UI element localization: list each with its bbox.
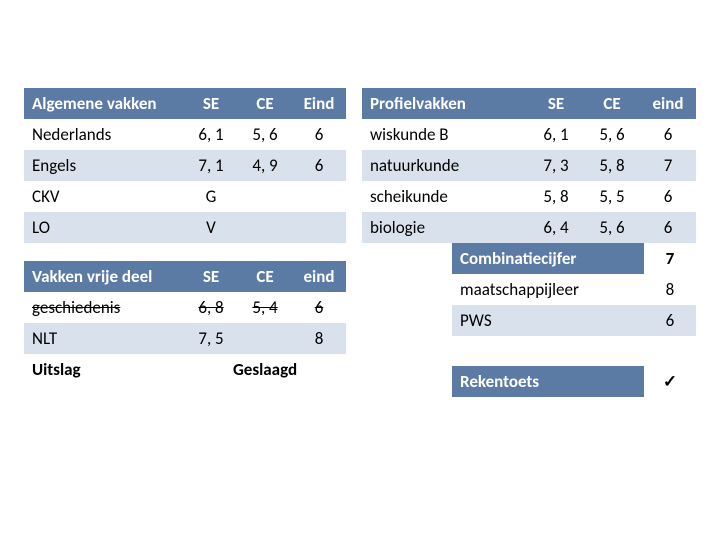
table-row: LO V <box>24 212 346 243</box>
table-header: Algemene vakken SE CE Eind <box>24 88 346 119</box>
table-row: geschiedenis 6, 8 5, 4 6 <box>24 292 346 323</box>
table-header: Profielvakken SE CE eind <box>362 88 696 119</box>
table-row: natuurkunde 7, 3 5, 8 7 <box>362 150 696 181</box>
table-row: Engels 7, 1 4, 9 6 <box>24 150 346 181</box>
vrije-deel-table: Vakken vrije deel SE CE eind geschiedeni… <box>24 261 346 385</box>
algemene-vakken-table: Algemene vakken SE CE Eind Nederlands 6,… <box>24 88 346 243</box>
table-row: biologie 6, 4 5, 6 6 <box>362 212 696 243</box>
table-row: Rekentoets ✓ <box>452 366 696 397</box>
rekentoets-value: ✓ <box>644 366 696 397</box>
profielvakken-table: Profielvakken SE CE eind wiskunde B 6, 1… <box>362 88 696 243</box>
table-row: PWS 6 <box>452 305 696 336</box>
col-subject: Algemene vakken <box>24 88 184 119</box>
rekentoets-table: Rekentoets ✓ <box>452 366 696 397</box>
col-se: SE <box>184 88 238 119</box>
table-row: Combinatiecijfer 7 <box>452 243 696 274</box>
table-row: maatschappijleer 8 <box>452 274 696 305</box>
uitslag-label: Uitslag <box>24 354 184 385</box>
col-eind: Eind <box>292 88 346 119</box>
table-row: Nederlands 6, 1 5, 6 6 <box>24 119 346 150</box>
uitslag-row: Uitslag Geslaagd <box>24 354 346 385</box>
col-ce: CE <box>238 88 292 119</box>
table-row: scheikunde 5, 8 5, 5 6 <box>362 181 696 212</box>
uitslag-value: Geslaagd <box>184 354 346 385</box>
rekentoets-label: Rekentoets <box>452 366 644 397</box>
table-row: CKV G <box>24 181 346 212</box>
combinatiecijfer-table: Combinatiecijfer 7 maatschappijleer 8 PW… <box>452 243 696 336</box>
table-header: Vakken vrije deel SE CE eind <box>24 261 346 292</box>
table-row: wiskunde B 6, 1 5, 6 6 <box>362 119 696 150</box>
table-row: NLT 7, 5 8 <box>24 323 346 354</box>
